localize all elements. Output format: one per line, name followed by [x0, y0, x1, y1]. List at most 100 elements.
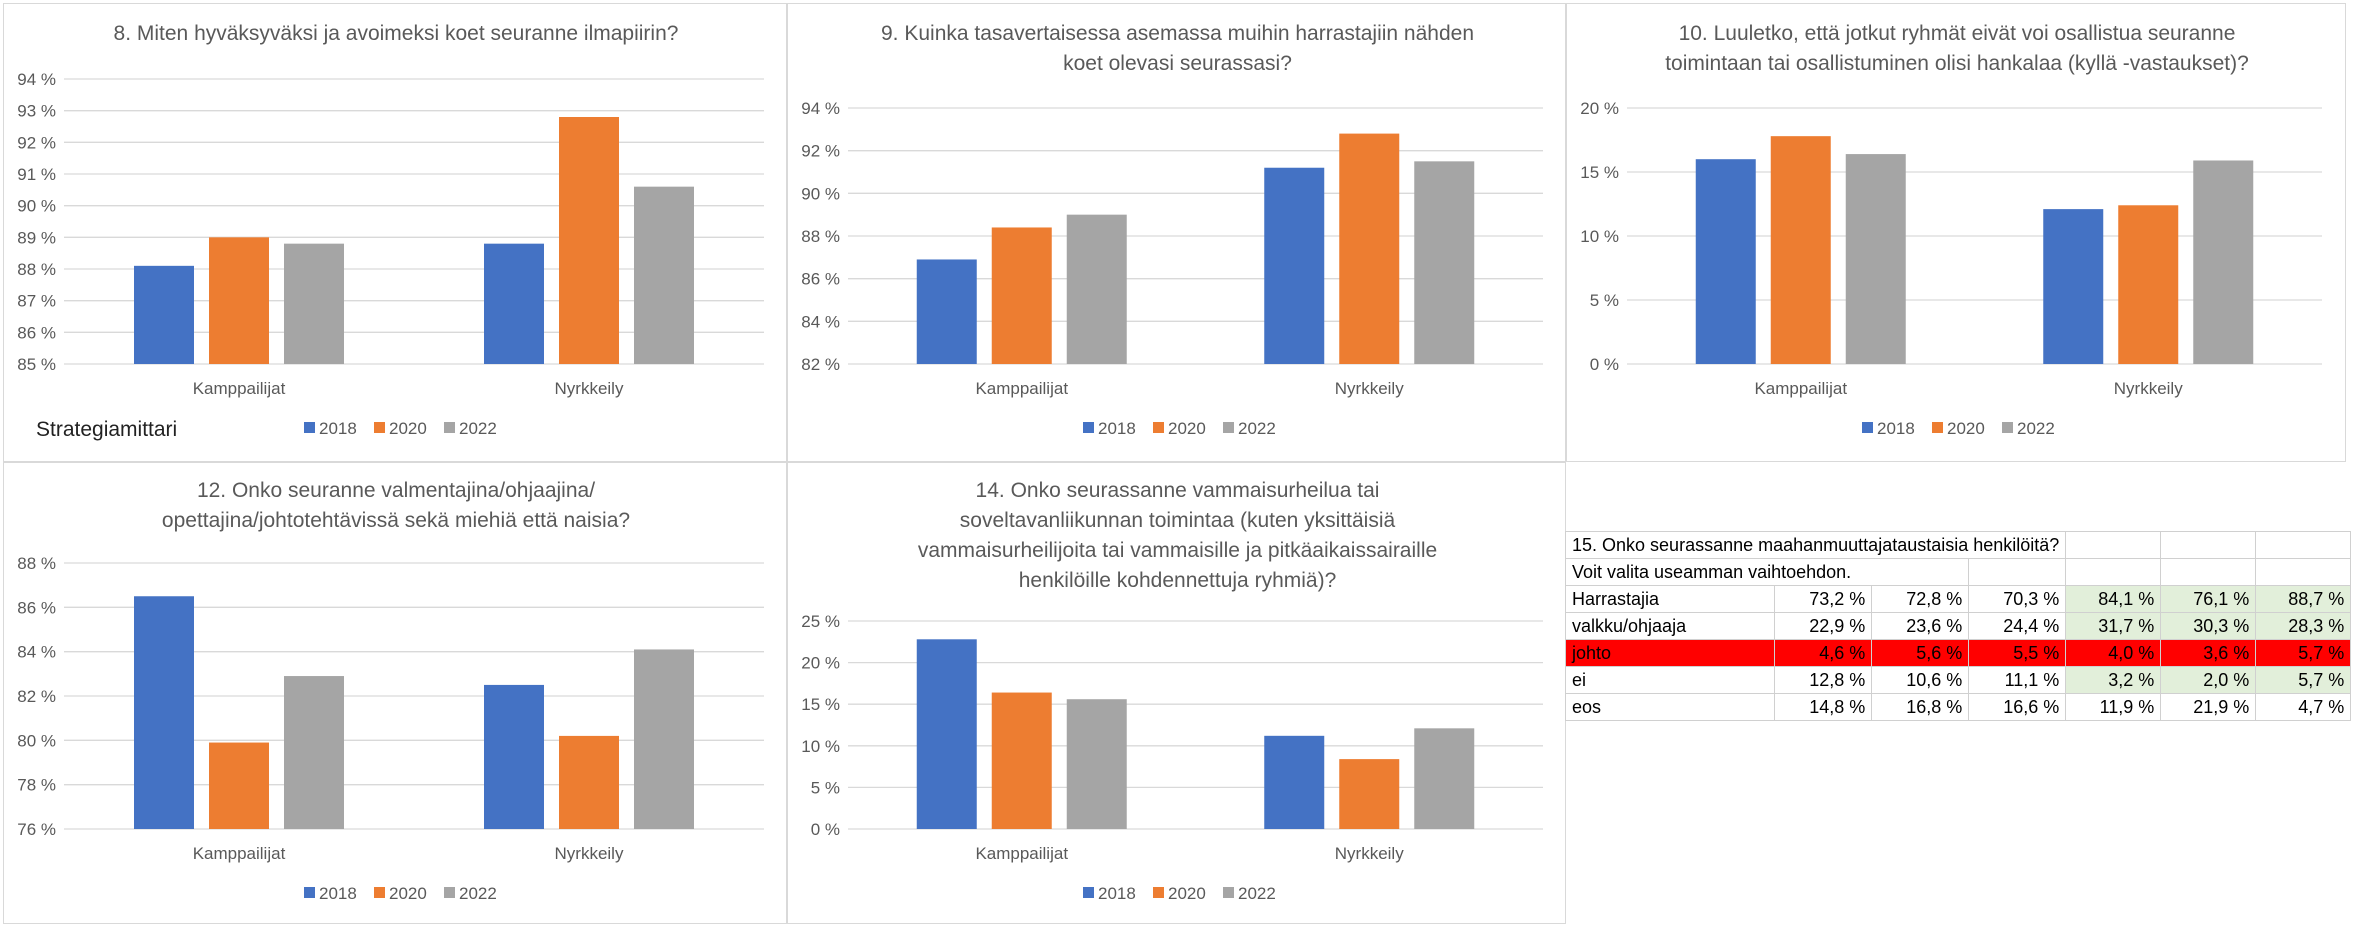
table-cell: 23,6 % [1871, 612, 1970, 640]
table-cell: 12,8 % [1774, 666, 1873, 694]
row-label: ei [1564, 666, 1776, 694]
y-tick-label: 5 % [1590, 291, 1619, 310]
y-tick-label: 92 % [801, 142, 840, 161]
y-tick-label: 90 % [17, 197, 56, 216]
bar-2020-nyrkkeily [559, 117, 619, 364]
chart-title-line: koet olevasi seurassasi? [1063, 52, 1292, 75]
table-cell: 11,1 % [1968, 666, 2067, 694]
bar-2018-kamppailijat [916, 639, 977, 829]
legend-label: 2022 [2017, 419, 2055, 438]
y-tick-label: 85 % [17, 355, 56, 374]
table-cell: 21,9 % [2160, 693, 2257, 721]
bar-2020-nyrkkeily [1339, 759, 1400, 829]
table-row: Harrastajia 73,2 % 72,8 % 70,3 % 84,1 % … [1564, 585, 2352, 613]
chart-svg-10: 10. Luuletko, että jotkut ryhmät eivät v… [1580, 22, 2322, 438]
bar-2022-kamppailijat [1066, 699, 1127, 829]
y-tick-label: 87 % [17, 292, 56, 311]
table-row: eos 14,8 % 16,8 % 16,6 % 11,9 % 21,9 % 4… [1564, 693, 2352, 721]
table-cell: 22,9 % [1774, 612, 1873, 640]
row-label: johto [1564, 639, 1776, 667]
legend-label: 2022 [1238, 884, 1276, 903]
legend-label: 2022 [459, 884, 497, 903]
chart-title-line: opettajina/johtotehtävissä sekä miehiä e… [162, 509, 630, 532]
chart-svg-12: 12. Onko seuranne valmentajina/ohjaajina… [17, 479, 764, 903]
chart-svg-14: 14. Onko seurassanne vammaisurheilua tai… [801, 479, 1543, 903]
table-row-highlighted: johto 4,6 % 5,6 % 5,5 % 4,0 % 3,6 % 5,7 … [1564, 639, 2352, 667]
y-tick-label: 5 % [811, 778, 840, 797]
legend-swatch [1083, 887, 1094, 898]
bar-2020-kamppailijat [991, 692, 1052, 829]
y-tick-label: 80 % [17, 731, 56, 750]
bar-2018-kamppailijat [134, 596, 194, 829]
table-cell: 24,4 % [1968, 612, 2067, 640]
table-cell: 3,2 % [2065, 666, 2162, 694]
legend-swatch [1862, 422, 1873, 433]
immigrant-table: 15. Onko seurassanne maahanmuuttajataust… [1564, 531, 2352, 721]
bar-2022-nyrkkeily [2193, 160, 2254, 364]
bar-2022-nyrkkeily [634, 186, 694, 364]
legend-swatch [374, 887, 385, 898]
chart-title-line: 9. Kuinka tasavertaisessa asemassa muihi… [881, 22, 1474, 45]
table-title: 15. Onko seurassanne maahanmuuttajataust… [1564, 531, 2067, 559]
strategy-label: Strategiamittari [36, 418, 178, 441]
chart-panel-10: 10. Luuletko, että jotkut ryhmät eivät v… [1566, 3, 2346, 462]
bar-2022-nyrkkeily [1414, 161, 1475, 364]
table-cell: 4,0 % [2065, 639, 2162, 667]
y-tick-label: 0 % [1590, 355, 1619, 374]
legend-label: 2020 [1168, 884, 1206, 903]
legend-swatch [1223, 422, 1234, 433]
table-cell: 70,3 % [1968, 585, 2067, 613]
bar-2022-kamppailijat [1845, 154, 1906, 364]
table-cell: 5,5 % [1968, 639, 2067, 667]
y-tick-label: 86 % [17, 598, 56, 617]
x-category-label: Kamppailijat [975, 844, 1068, 863]
legend-label: 2022 [1238, 419, 1276, 438]
table-cell: 76,1 % [2160, 585, 2257, 613]
y-tick-label: 84 % [801, 312, 840, 331]
chart-title-line: vammaisurheilijoita tai vammaisille ja p… [918, 539, 1437, 562]
x-category-label: Nyrkkeily [1335, 844, 1404, 863]
legend-label: 2022 [459, 419, 497, 438]
chart-svg-9: 9. Kuinka tasavertaisessa asemassa muihi… [801, 22, 1543, 438]
legend-label: 2020 [389, 419, 427, 438]
x-category-label: Nyrkkeily [1335, 379, 1404, 398]
legend-label: 2018 [1098, 884, 1136, 903]
y-tick-label: 20 % [1580, 99, 1619, 118]
bar-2018-nyrkkeily [484, 684, 544, 829]
bar-2018-kamppailijat [1695, 159, 1756, 364]
bar-2018-nyrkkeily [1264, 735, 1325, 829]
legend-swatch [1083, 422, 1094, 433]
table-cell: 16,8 % [1871, 693, 1970, 721]
y-tick-label: 92 % [17, 133, 56, 152]
bar-2022-kamppailijat [284, 243, 344, 364]
bar-2020-nyrkkeily [1339, 133, 1400, 364]
table-cell: 5,7 % [2255, 639, 2352, 667]
table-cell: 72,8 % [1871, 585, 1970, 613]
y-tick-label: 10 % [1580, 227, 1619, 246]
legend-swatch [1153, 422, 1164, 433]
bar-2020-kamppailijat [991, 227, 1052, 364]
bar-2022-kamppailijat [284, 676, 344, 829]
legend-swatch [374, 422, 385, 433]
legend-swatch [444, 887, 455, 898]
row-label: eos [1564, 693, 1776, 721]
table-subtitle: Voit valita useamman vaihtoehdon. [1564, 558, 1970, 586]
y-tick-label: 20 % [801, 654, 840, 673]
table-cell: 10,6 % [1871, 666, 1970, 694]
table-cell: 4,7 % [2255, 693, 2352, 721]
x-category-label: Nyrkkeily [555, 379, 624, 398]
bar-2022-nyrkkeily [634, 649, 694, 829]
legend-label: 2018 [319, 884, 357, 903]
chart-title-line: henkilöille kohdennettuja ryhmiä)? [1019, 569, 1337, 592]
legend-label: 2018 [1877, 419, 1915, 438]
y-tick-label: 10 % [801, 737, 840, 756]
y-tick-label: 82 % [801, 355, 840, 374]
chart-title-line: toimintaan tai osallistuminen olisi hank… [1665, 52, 2249, 75]
row-label: Harrastajia [1564, 585, 1776, 613]
legend-label: 2018 [319, 419, 357, 438]
bar-2022-nyrkkeily [1414, 728, 1475, 829]
y-tick-label: 88 % [17, 554, 56, 573]
y-tick-label: 15 % [1580, 163, 1619, 182]
y-tick-label: 0 % [811, 820, 840, 839]
bar-2018-kamppailijat [134, 265, 194, 364]
